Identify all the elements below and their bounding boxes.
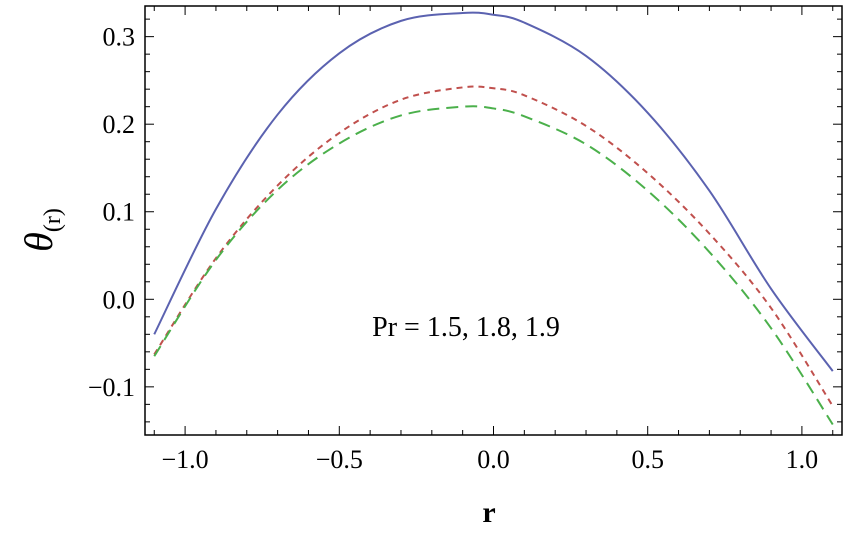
x-tick-label: −1.0: [162, 445, 209, 474]
y-axis-title: θ(r): [16, 208, 66, 252]
y-tick-label: 0.2: [103, 110, 136, 139]
y-tick-label: −0.1: [88, 373, 135, 402]
series-line-2: [153, 85, 834, 407]
pr-annotation: Pr = 1.5, 1.8, 1.9: [372, 312, 560, 343]
x-tick-label: −0.5: [316, 445, 363, 474]
series-line-1: [153, 11, 834, 372]
plot-frame: [144, 5, 843, 436]
axis-ticks: −1.0 −0.5 0.0 0.5 1.0 −0.1 0.0 0.1 0.2 0.3: [88, 6, 842, 474]
series-line-3: [153, 105, 834, 426]
y-tick-label: 0.0: [103, 285, 136, 314]
x-tick-label: 0.0: [477, 445, 510, 474]
x-axis-title: r: [482, 496, 495, 529]
series-group: [153, 11, 834, 426]
x-tick-label: 1.0: [786, 445, 819, 474]
y-tick-label: 0.1: [103, 198, 136, 227]
y-tick-label: 0.3: [103, 23, 136, 52]
y-axis-title-main: θ: [16, 232, 61, 252]
x-tick-label: 0.5: [631, 445, 664, 474]
y-axis-title-sub: (r): [40, 208, 66, 232]
svg-text:θ(r): θ(r): [16, 208, 66, 252]
